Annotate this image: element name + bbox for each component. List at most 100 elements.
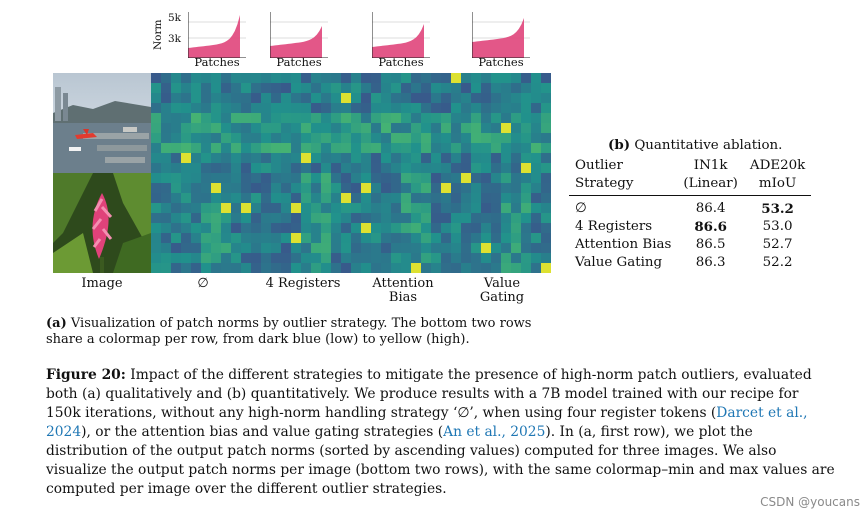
heatmap-cell [171,193,182,204]
heatmap-cell [171,133,182,144]
heatmap-cell [301,233,312,244]
heatmap-cell [291,253,302,264]
heatmap-cell [381,223,392,234]
heatmap-cell [211,83,222,94]
heatmap-cell [341,203,352,214]
heatmap-cell [241,203,252,214]
heatmap-cell [511,253,522,264]
heatmap-cell [341,163,352,174]
figure-text-1: Impact of the different strategies to mi… [46,367,812,421]
heatmap-cell [161,83,172,94]
heatmap-cell [221,183,232,194]
heatmap-cell [521,203,532,214]
heatmap-cell [271,73,282,84]
cell-in1k: 86.3 [695,255,726,270]
heatmap-cell [291,143,302,154]
heatmap-cell [401,193,412,204]
heatmap-cell [431,173,442,184]
table-header-row-2: Strategy (Linear) mIoU [569,175,812,196]
heatmap-cell [381,233,392,244]
heatmap-cell [511,153,522,164]
heatmap-cell [191,253,202,264]
heatmap-cell [441,163,452,174]
heatmap-cell [361,133,372,144]
heatmap-cell [201,153,212,164]
heatmap-cell [221,83,232,94]
heatmap-cell [521,163,532,174]
heatmap-cell [271,213,282,224]
heatmap-cell [491,83,502,94]
heatmap-cell [541,133,551,144]
heatmap-cell [281,263,292,273]
heatmap-cell [341,73,352,84]
heatmap-cell [471,103,482,114]
heatmap-cell [231,243,242,254]
citation-darcet[interactable]: Darcet et al., 2024 [46,405,808,440]
heatmap-cell [161,253,172,264]
cell-in1k: 86.4 [695,201,726,216]
heatmap-cell [301,123,312,134]
heatmap-cell [401,163,412,174]
heatmap-cell [331,113,342,124]
heatmap-cell [211,223,222,234]
heatmap-cell [301,263,312,273]
citation-an[interactable]: An et al., 2025 [443,424,546,440]
heatmap-cell [361,93,372,104]
heatmap-cell [501,133,512,144]
heatmap-cell [481,103,492,114]
heatmap-cell [471,163,482,174]
heatmap-cell [321,243,332,254]
heatmap-cell [251,123,262,134]
heatmap-cell [231,263,242,273]
heatmap-cell [531,163,542,174]
heatmap-cell [371,253,382,264]
heatmap-cell [191,123,202,134]
heatmap-cell [451,123,462,134]
heatmap-cell [391,203,402,214]
heatmap-cell [531,223,542,234]
cell-ade: 52.7 [762,237,793,252]
heatmap-cell [431,153,442,164]
heatmap-cell [431,83,442,94]
heatmap-cell [231,113,242,124]
heatmap-cell [391,173,402,184]
heatmap-cell [461,233,472,244]
heatmap-cell [281,103,292,114]
table-row: ∅ 86.4 53.2 [569,196,811,219]
heatmap-cell [281,163,292,174]
heatmap-cell [521,243,532,254]
heatmap-cell [151,173,162,184]
heatmap-cell [471,113,482,124]
heatmap-cell [521,263,532,273]
heatmap-cell [261,123,272,134]
heatmap-cell [251,193,262,204]
heatmap-cell [351,263,362,273]
heatmap-cell [401,83,412,94]
heatmap-cell [241,183,252,194]
heatmap-cell [361,203,372,214]
heatmap-cell [541,193,551,204]
col-label-value-gating: Value Gating [479,276,525,305]
heatmap-cell [501,203,512,214]
heatmap-cell [441,153,452,164]
heatmap-cell [401,243,412,254]
figure-text-3: ). In (a, first row), we plot the distri… [46,424,835,497]
cell-ade: 53.2 [761,201,794,217]
heatmap-cell [461,183,472,194]
heatmap-cell [471,123,482,134]
heatmap-cell [331,223,342,234]
heatmap-cell [261,243,272,254]
heatmap-cell [491,233,502,244]
heatmap-cell [471,143,482,154]
heatmap-cell [391,93,402,104]
heatmap-cell [411,123,422,134]
heatmap-cell [151,253,162,264]
heatmap-cell [301,103,312,114]
heatmap-cell [391,83,402,94]
heatmap-cell [321,203,332,214]
heatmap-cell [181,253,192,264]
heatmap-cell [491,143,502,154]
heatmap-cell [151,153,162,164]
heatmap-cell [211,243,222,254]
heatmap-cell [431,183,442,194]
